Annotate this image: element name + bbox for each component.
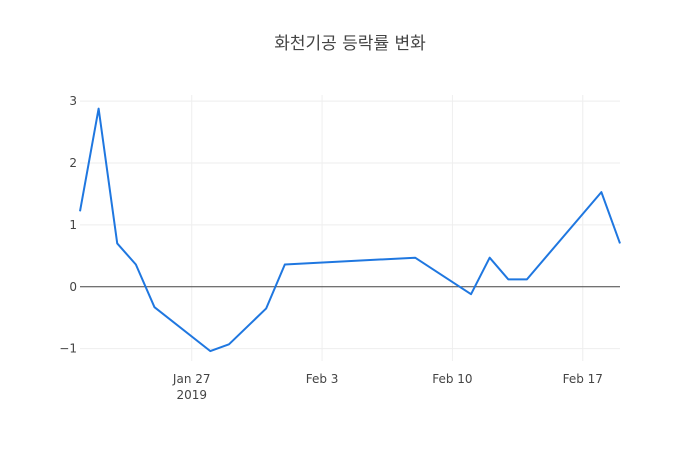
x-tick-sublabel: 2019 [176, 388, 207, 402]
x-tick-label: Feb 3 [306, 372, 339, 386]
x-tick-label: Jan 27 [172, 372, 211, 386]
x-tick-label: Feb 17 [563, 372, 603, 386]
x-tick-label: Feb 10 [432, 372, 472, 386]
y-tick-label: −1 [59, 342, 77, 356]
axis-layer: Jan 27 2019 Feb 3 Feb 10 Feb 17 3 2 1 0 −1 [59, 94, 603, 402]
series-layer [79, 107, 621, 353]
y-tick-label: 1 [69, 218, 77, 232]
y-tick-label: 3 [69, 94, 77, 108]
series-line [79, 107, 621, 353]
grid-layer [80, 95, 620, 361]
y-tick-label: 0 [69, 280, 77, 294]
chart-title: 화천기공 등락률 변화 [274, 34, 426, 54]
y-tick-label: 2 [69, 156, 77, 170]
